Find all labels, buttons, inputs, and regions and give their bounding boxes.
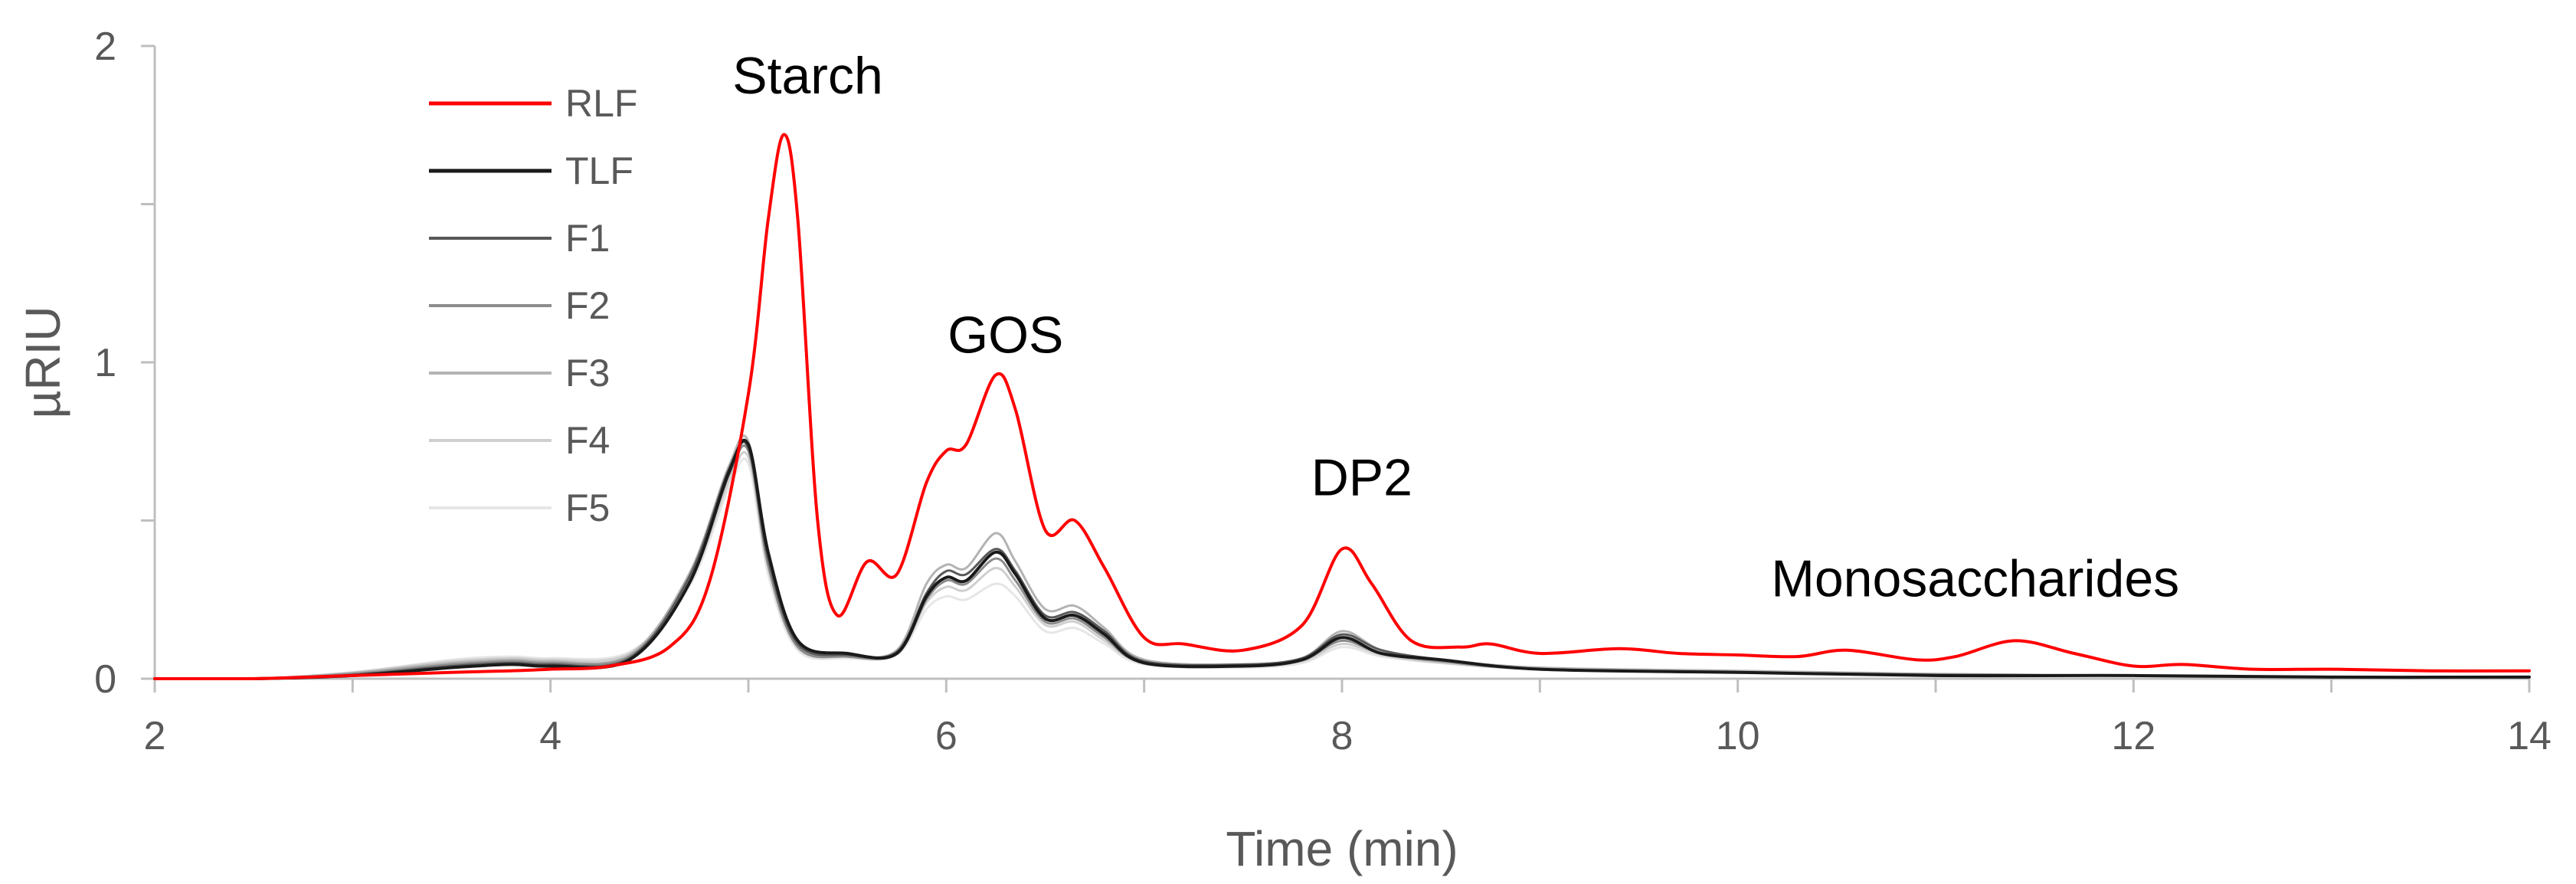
x-tick-label: 12 (2111, 714, 2155, 758)
legend: RLF TLF F1 F2 F3 F4 F5 (429, 82, 637, 529)
x-tick-label: 8 (1331, 714, 1353, 758)
annotation-starch: Starch (732, 47, 883, 105)
legend-label-rlf: RLF (565, 82, 637, 125)
x-tick-label: 10 (1716, 714, 1760, 758)
legend-label-f3: F3 (565, 352, 610, 395)
annotation-dp2: DP2 (1311, 448, 1412, 506)
x-tick-label: 2 (144, 714, 166, 758)
annotations: Starch GOS DP2 Monosaccharides (732, 47, 2179, 608)
series-line-f3 (153, 434, 2531, 680)
annotation-gos: GOS (948, 306, 1063, 365)
x-tick-label: 4 (539, 714, 561, 758)
y-tick-label: 2 (94, 25, 116, 69)
series-line-rlf (153, 133, 2531, 681)
y-axis-title: µRIU (15, 306, 70, 418)
y-tick-label: 0 (94, 657, 116, 702)
x-tick-label: 14 (2507, 714, 2551, 758)
legend-label-f5: F5 (565, 486, 610, 529)
series-layer (153, 133, 2531, 681)
legend-label-tlf: TLF (565, 149, 633, 192)
x-axis-title: Time (min) (1226, 821, 1458, 876)
annotation-monosaccharides: Monosaccharides (1771, 550, 2179, 608)
legend-label-f1: F1 (565, 217, 610, 260)
legend-label-f2: F2 (565, 284, 610, 327)
x-tick-label: 6 (935, 714, 957, 758)
y-tick-label: 1 (94, 341, 116, 385)
legend-label-f4: F4 (565, 419, 610, 462)
